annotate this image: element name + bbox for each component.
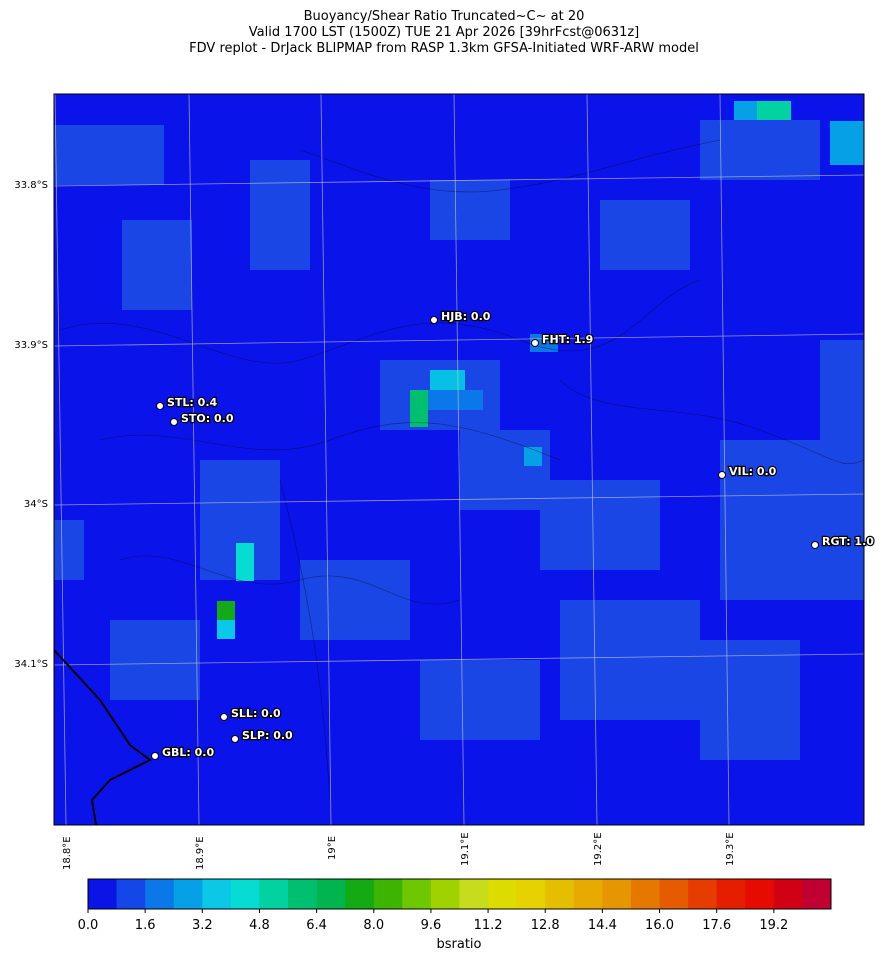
- colorbar-bin: [345, 879, 375, 909]
- lon-label: 18.9°E: [195, 836, 206, 870]
- colorbar-tick-label: 8.0: [363, 918, 384, 933]
- station-label: VIL: 0.0: [729, 465, 777, 478]
- colorbar-tick-label: 3.2: [192, 918, 213, 933]
- lat-label: 34°S: [24, 499, 48, 510]
- colorbar-tick-label: 14.4: [588, 918, 617, 933]
- colorbar-bin: [402, 879, 432, 909]
- colorbar-bin: [545, 879, 575, 909]
- station-dot: [151, 752, 159, 760]
- colorbar-bin: [602, 879, 632, 909]
- colorbar-bin: [773, 879, 803, 909]
- station-label: SLL: 0.0: [231, 707, 281, 720]
- station-dot: [430, 316, 438, 324]
- station-label: STL: 0.4: [167, 396, 217, 409]
- lat-label: 34.1°S: [14, 659, 48, 670]
- colorbar-bin: [373, 879, 403, 909]
- colorbar-frame: [87, 878, 832, 910]
- colorbar-bin: [488, 879, 518, 909]
- lon-label: 19.3°E: [725, 832, 736, 866]
- title-line: Valid 1700 LST (1500Z) TUE 21 Apr 2026 […: [249, 25, 640, 40]
- colorbar-tick-label: 12.8: [531, 918, 560, 933]
- colorbar-bin: [316, 879, 346, 909]
- colorbar-tick-label: 19.2: [759, 918, 788, 933]
- lon-label: 19°E: [327, 836, 338, 860]
- station-label: SLP: 0.0: [242, 729, 293, 742]
- colorbar-bin: [202, 879, 232, 909]
- station-label: RGT: 1.0: [822, 535, 874, 548]
- station-label: STO: 0.0: [181, 412, 234, 425]
- colorbar-bin: [88, 879, 118, 909]
- colorbar-bin: [630, 879, 661, 909]
- colorbar-bin: [116, 879, 146, 909]
- title-line: Buoyancy/Shear Ratio Truncated~C~ at 20: [304, 9, 585, 24]
- lat-label: 33.8°S: [14, 180, 48, 191]
- station-dot: [170, 418, 178, 426]
- station-dot: [231, 735, 239, 743]
- colorbar-tick-label: 9.6: [421, 918, 442, 933]
- colorbar-bin: [659, 879, 689, 909]
- colorbar-tick-label: 16.0: [645, 918, 674, 933]
- colorbar-bin: [716, 879, 746, 909]
- colorbar-tick-label: 6.4: [306, 918, 327, 933]
- field-highlights: [217, 101, 864, 639]
- colorbar-bin: [288, 879, 318, 909]
- map: [53, 93, 865, 826]
- colorbar-tick-label: 1.6: [135, 918, 156, 933]
- graticule: [53, 93, 865, 826]
- colorbar-bin: [459, 879, 489, 909]
- colorbar-bin: [430, 879, 460, 909]
- field-patches: [54, 120, 864, 760]
- map-frame: [53, 93, 865, 826]
- colorbar-bin: [145, 879, 175, 909]
- terrain-contours: [59, 139, 865, 801]
- station-dot: [811, 541, 819, 549]
- station-label: HJB: 0.0: [441, 310, 491, 323]
- colorbar-tick-label: 4.8: [249, 918, 270, 933]
- colorbar: 0.0 1.6 3.2 4.8 6.4 8.0 9.6 11.2 12.8 14.4 16.0 17.…: [78, 878, 832, 933]
- lon-label: 18.8°E: [62, 836, 73, 870]
- colorbar-bin: [516, 879, 546, 909]
- station-label: FHT: 1.9: [542, 333, 593, 346]
- station-dot: [718, 471, 726, 479]
- coastline: [53, 649, 152, 826]
- stations: HJB: 0.0 FHT: 1.9 STL: 0.4 STO: 0.0 VIL:…: [151, 309, 876, 760]
- lon-label: 19.2°E: [593, 832, 604, 866]
- colorbar-tick-label: 11.2: [474, 918, 503, 933]
- lat-labels: 33.8°S 33.9°S 34°S 34.1°S: [14, 180, 48, 670]
- lat-label: 33.9°S: [14, 340, 48, 351]
- colorbar-label: bsratio: [437, 937, 482, 952]
- station-dot: [220, 713, 228, 721]
- colorbar-bin: [259, 879, 289, 909]
- colorbar-bin: [802, 879, 832, 909]
- colorbar-bin: [173, 879, 203, 909]
- colorbar-bin: [745, 879, 775, 909]
- colorbar-bin: [230, 879, 260, 909]
- lon-labels: 18.8°E 18.9°E 19°E 19.1°E 19.2°E 19.3°E: [62, 832, 736, 870]
- station-dot: [156, 402, 164, 410]
- colorbar-bin: [573, 879, 603, 909]
- lon-label: 19.1°E: [460, 832, 471, 866]
- colorbar-tick-label: 17.6: [702, 918, 731, 933]
- colorbar-tick-label: 0.0: [78, 918, 99, 933]
- title-line: FDV replot - DrJack BLIPMAP from RASP 1.…: [189, 41, 699, 56]
- colorbar-bin: [688, 879, 718, 909]
- station-dot: [531, 339, 539, 347]
- station-label: GBL: 0.0: [162, 746, 214, 759]
